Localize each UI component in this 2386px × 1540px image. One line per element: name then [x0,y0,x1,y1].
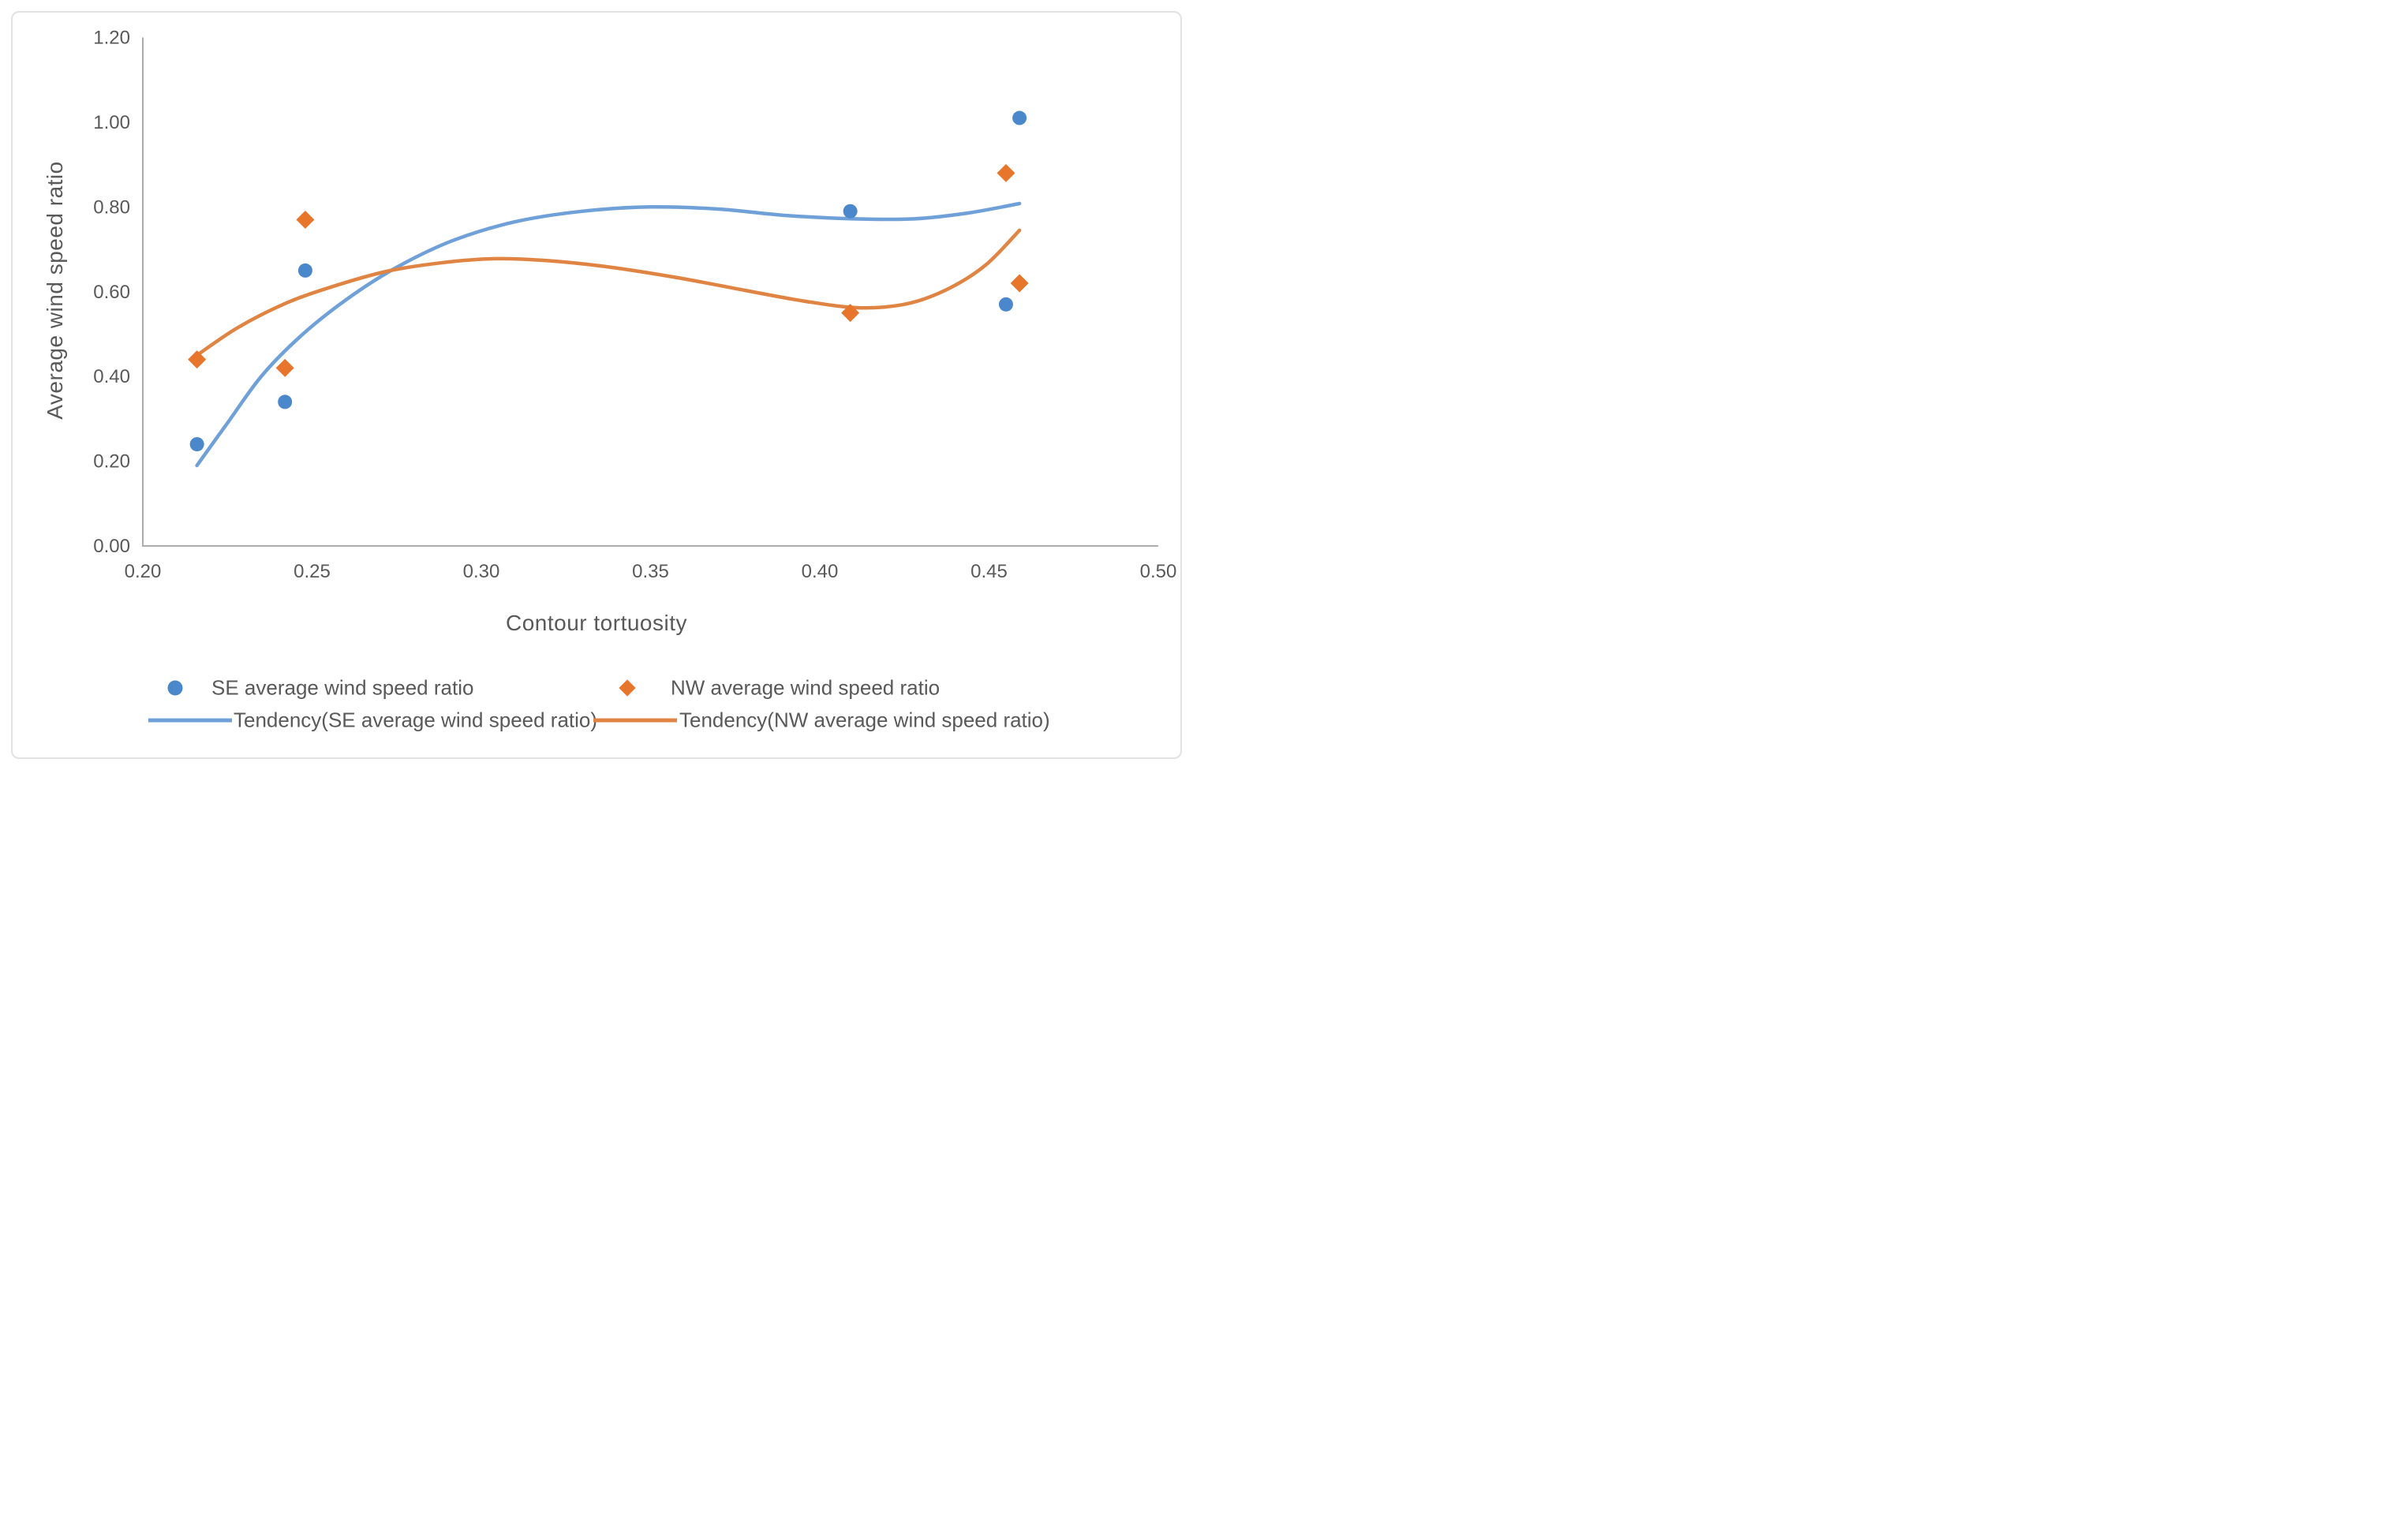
y-tick-label: 1.20 [93,28,130,49]
legend-label-se: SE average wind speed ratio [211,675,474,700]
y-tick-label: 1.00 [93,112,130,133]
data-point-se [189,437,204,452]
legend-label-tendency-se: Tendency(SE average wind speed ratio) [234,708,598,732]
x-tick-label: 0.45 [970,561,1008,582]
data-point-se [998,297,1013,312]
y-tick-label: 0.60 [93,282,130,303]
y-tick-label: 0.40 [93,366,130,387]
data-point-se [297,263,312,278]
data-point-nw [296,210,315,229]
data-point-nw [997,163,1015,182]
x-axis-title: Contour tortuosity [506,611,687,635]
data-point-nw [841,304,860,323]
x-tick-label: 0.35 [632,561,669,582]
data-point-se [1012,110,1027,125]
data-point-nw [275,358,294,377]
x-tick-label: 0.50 [1140,561,1177,582]
data-point-se [278,394,293,409]
page: { "figure": { "background": "#ffffff", "… [0,0,1193,770]
trendline-nw [195,228,1022,357]
legend-nw-trendline-icon [593,718,677,723]
data-point-nw [1010,274,1029,293]
legend-label-tendency-nw: Tendency(NW average wind speed ratio) [679,708,1050,732]
y-axis-title: Average wind speed ratio [43,161,67,420]
data-point-nw [188,350,207,369]
trendline-se [195,201,1022,468]
legend-se-circle-marker-icon [167,680,183,696]
y-tick-label: 0.20 [93,451,130,473]
x-tick-label: 0.20 [125,561,162,582]
legend-se-trendline-icon [148,718,232,723]
y-tick-label: 0.00 [93,536,130,557]
data-point-se [843,204,858,219]
axis-lines [142,37,1158,547]
chart-canvas: 0.00 0.20 0.40 0.60 0.80 1.00 1.20 0.20 0.25 0.30… [93,28,1177,583]
figure-border [11,11,1182,759]
x-tick-label: 0.30 [463,561,500,582]
y-tick-label: 0.80 [93,196,130,218]
legend-label-nw: NW average wind speed ratio [671,675,941,700]
x-tick-label: 0.40 [802,561,839,582]
x-tick-label: 0.25 [294,561,331,582]
